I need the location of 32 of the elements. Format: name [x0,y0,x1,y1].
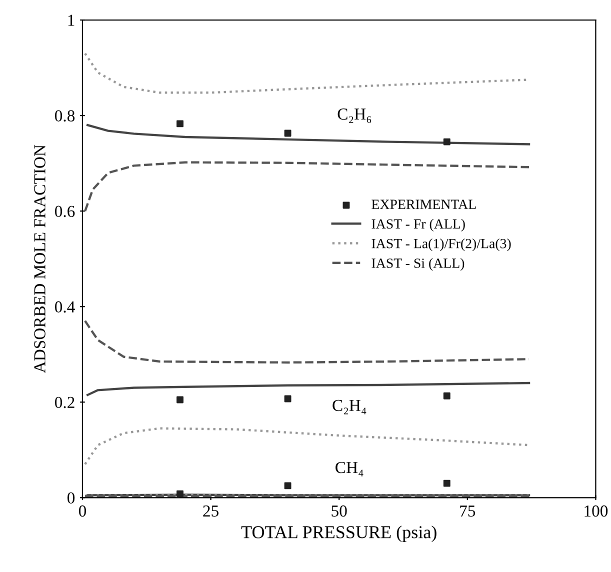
point [284,130,292,137]
point [284,395,292,402]
y-tick-label: 0 [67,492,75,504]
legend-label: IAST - Fr (ALL) [372,218,465,232]
y-tick-label: 0.6 [54,206,75,218]
point [443,480,450,487]
point [284,482,292,490]
legend-label: IAST - La(1)/Fr(2)/La(3) [372,238,511,252]
x-axis-title: TOTAL PRESSURE (psia) [241,526,436,542]
annotation: CH₄ [336,462,364,476]
y-tick-label: 1 [68,14,74,26]
annotation: C₂H₄ [332,400,366,414]
y-tick-label: 0.8 [54,110,75,122]
point [443,138,450,146]
x-tick-label: 0 [78,505,86,517]
point [176,396,184,404]
legend-label: IAST - Si (ALL) [372,258,464,271]
x-tick-label: 50 [332,505,347,517]
legend-label: EXPERIMENTAL [372,200,476,209]
line-series [86,382,530,396]
annotation: C₂H₆ [338,108,372,124]
line-series [84,161,530,212]
y-tick-label: 0.4 [54,301,75,313]
y-tick-label: 0.2 [54,396,74,408]
x-tick-label: 75 [460,506,476,517]
x-tick-label: 25 [203,505,218,517]
point [176,120,184,128]
point [443,392,450,400]
point [176,490,184,498]
line-series [86,124,530,146]
y-axis-title: ADSORBED MOLE FRACTION [34,144,46,374]
x-tick-label: 100 [584,505,608,517]
